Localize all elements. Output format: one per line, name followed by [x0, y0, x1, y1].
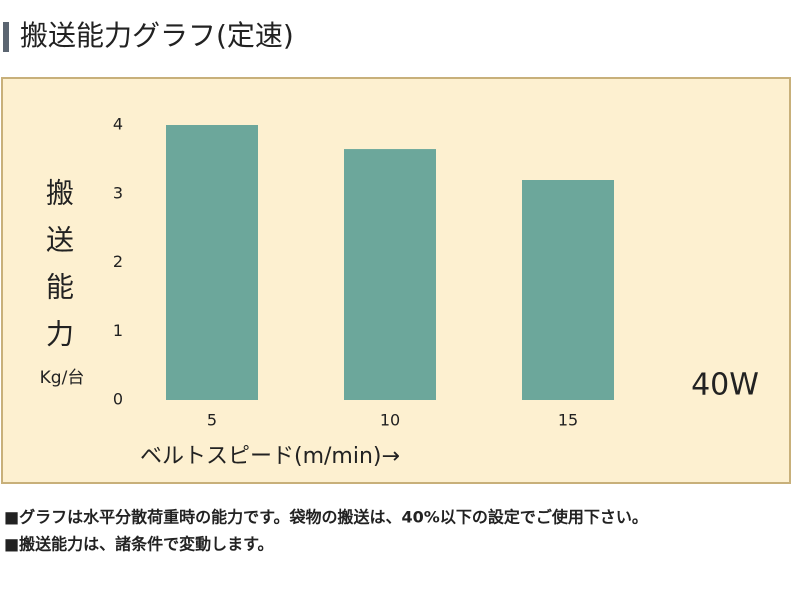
bar: [344, 149, 436, 400]
y-tick-label: 1: [113, 321, 123, 340]
annotation: 40W: [691, 368, 759, 403]
x-tick-label: 15: [558, 411, 578, 430]
x-tick-label: 5: [207, 411, 217, 430]
y-axis-label: 搬送能力: [42, 178, 75, 366]
title-marker: [3, 22, 9, 52]
x-axis-label: ベルトスピード(m/min)→: [140, 444, 400, 469]
chart-title: 搬送能力グラフ(定速): [20, 19, 294, 52]
note: ■グラフは水平分散荷重時の能力です。袋物の搬送は、40%以下の設定でご使用下さい…: [4, 508, 648, 527]
y-tick-label: 3: [113, 183, 123, 202]
bar: [522, 180, 614, 400]
note: ■搬送能力は、諸条件で変動します。: [4, 535, 274, 554]
y-tick-label: 4: [113, 115, 123, 134]
y-tick-label: 2: [113, 252, 123, 271]
y-tick-label: 0: [113, 390, 123, 409]
y-unit: Kg/台: [40, 368, 85, 388]
bar: [166, 125, 258, 400]
x-tick-label: 10: [380, 411, 400, 430]
